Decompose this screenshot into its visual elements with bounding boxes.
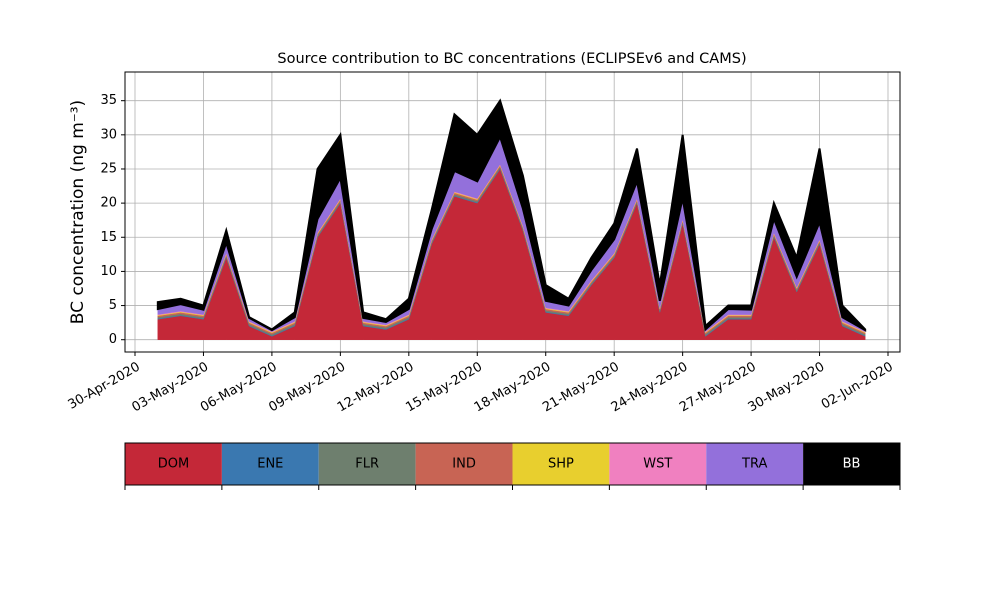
legend-swatch	[609, 443, 707, 485]
y-tick-label: 30	[100, 127, 117, 142]
y-tick-label: 0	[109, 332, 117, 347]
x-tick-label: 30-May-2020	[746, 360, 828, 416]
legend-label: SHP	[548, 457, 574, 472]
legend-label: TRA	[741, 457, 767, 472]
legend-label: BB	[843, 457, 861, 472]
x-tick-label: 09-May-2020	[266, 360, 348, 416]
legend-swatch	[221, 443, 319, 485]
legend-swatch	[706, 443, 804, 485]
x-tick-label: 06-May-2020	[198, 360, 280, 416]
y-tick-label: 10	[100, 264, 117, 279]
y-axis-label: BC concentration (ng m⁻³)	[68, 100, 88, 324]
y-tick-label: 5	[109, 298, 117, 313]
chart-title: Source contribution to BC concentrations…	[277, 51, 746, 67]
legend-swatch	[512, 443, 610, 485]
x-tick-label: 15-May-2020	[403, 360, 485, 416]
legend-swatch	[318, 443, 416, 485]
y-tick-label: 25	[100, 161, 117, 176]
x-tick-label: 12-May-2020	[335, 360, 417, 416]
area	[156, 98, 867, 332]
x-tick-label: 02-Jun-2020	[819, 360, 896, 413]
legend-label: FLR	[355, 457, 379, 472]
legend-label: WST	[643, 457, 672, 472]
y-tick-label: 15	[100, 230, 117, 245]
x-tick-label: 18-May-2020	[472, 360, 554, 416]
legend-swatch	[803, 443, 900, 485]
x-tick-label: 03-May-2020	[130, 360, 212, 416]
plot-frame	[124, 71, 901, 353]
legend-frame	[124, 442, 901, 486]
x-tick-label: 27-May-2020	[677, 360, 759, 416]
y-tick-label: 35	[100, 93, 117, 108]
legend-label: DOM	[158, 457, 189, 472]
legend-label: IND	[452, 457, 476, 472]
y-tick-label: 20	[100, 196, 117, 211]
legend-label: ENE	[257, 457, 283, 472]
legend-swatch	[415, 443, 513, 485]
x-tick-label: 21-May-2020	[540, 360, 622, 416]
x-tick-label: 24-May-2020	[609, 360, 691, 416]
legend-swatch	[125, 443, 222, 485]
